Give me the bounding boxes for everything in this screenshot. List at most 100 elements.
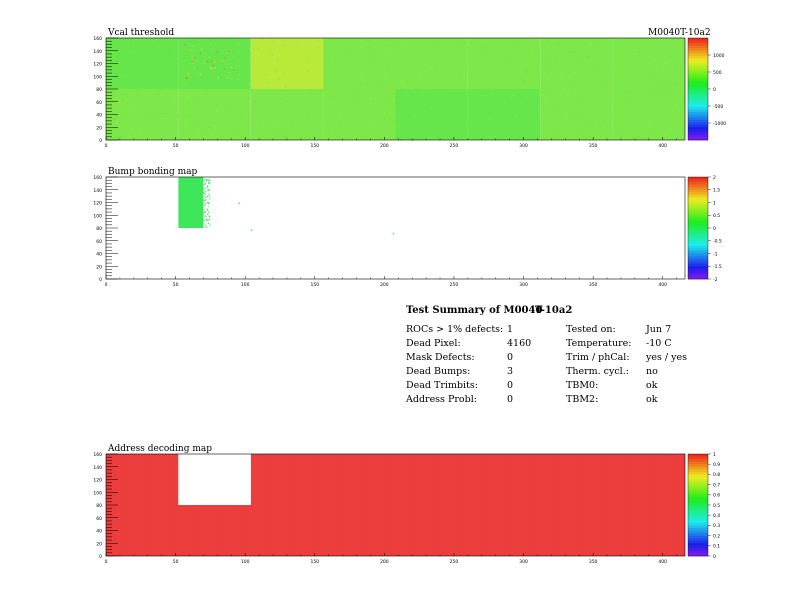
noise-dot xyxy=(580,116,582,118)
noise-dot xyxy=(401,80,403,82)
noise-dot xyxy=(597,41,600,43)
palette-label: -500 xyxy=(713,104,723,110)
summary-value-temperature: -10 C xyxy=(646,338,672,349)
palette-band xyxy=(688,215,708,219)
palette-band xyxy=(688,456,708,460)
noise-dot xyxy=(532,65,535,67)
summary-value-dead-bumps: 3 xyxy=(507,366,514,377)
noise-dot xyxy=(193,43,195,45)
bump-edge-dot xyxy=(206,196,208,198)
palette-label: 500 xyxy=(713,70,722,76)
noise-dot xyxy=(209,84,211,86)
noise-dot xyxy=(228,57,230,60)
noise-dot xyxy=(189,53,191,55)
missing-roc-overlay xyxy=(178,454,251,505)
palette-band xyxy=(688,114,708,118)
noise-dot xyxy=(198,99,200,101)
hot-pixel xyxy=(186,76,188,78)
y-tick-label: 40 xyxy=(96,529,102,535)
noise-dot xyxy=(123,103,126,105)
noise-dot xyxy=(396,102,398,104)
noise-dot xyxy=(216,69,218,72)
bump-edge-dot xyxy=(207,213,209,215)
noise-dot xyxy=(403,130,405,132)
noise-dot xyxy=(431,68,433,70)
noise-dot xyxy=(273,125,275,127)
noise-dot xyxy=(189,116,191,118)
noise-dot xyxy=(527,48,529,50)
noise-dot xyxy=(372,90,374,92)
noise-dot xyxy=(414,91,416,94)
palette-band xyxy=(688,517,708,521)
palette-band xyxy=(688,469,708,473)
noise-dot xyxy=(501,103,503,105)
noise-dot xyxy=(197,72,199,74)
noise-dot xyxy=(116,56,118,58)
noise-dot xyxy=(534,86,536,88)
noise-dot xyxy=(531,87,533,89)
noise-dot xyxy=(176,116,178,119)
noise-dot xyxy=(238,39,240,42)
x-tick-label: 150 xyxy=(310,282,319,288)
noise-dot xyxy=(273,39,275,41)
noise-dot xyxy=(335,123,337,125)
noise-dot xyxy=(180,73,182,75)
noise-dot xyxy=(586,80,588,82)
noise-dot xyxy=(408,137,411,139)
noise-dot xyxy=(171,71,173,73)
noise-dot xyxy=(197,135,199,138)
noise-dot xyxy=(150,113,152,115)
palette-band xyxy=(688,228,708,231)
noise-dot xyxy=(383,75,385,77)
noise-dot xyxy=(470,43,472,45)
noise-dot xyxy=(375,63,377,65)
noise-dot xyxy=(572,51,574,53)
hot-pixel xyxy=(186,77,188,79)
palette-band xyxy=(688,454,708,457)
palette-band xyxy=(688,494,708,498)
palette-band xyxy=(688,276,708,280)
noise-dot xyxy=(347,50,349,52)
bump-edge-dot xyxy=(205,216,207,218)
summary-value-tbm0: ok xyxy=(646,380,658,391)
noise-dot xyxy=(134,133,137,135)
palette-band xyxy=(688,261,708,264)
palette-band xyxy=(688,530,708,534)
noise-dot xyxy=(504,132,507,134)
noise-dot xyxy=(243,113,245,115)
noise-dot xyxy=(361,47,363,49)
noise-dot xyxy=(572,68,575,70)
noise-dot xyxy=(187,68,189,70)
palette-label: 2 xyxy=(713,175,716,181)
noise-dot xyxy=(135,67,137,69)
summary-title-module: T-10a2 xyxy=(535,305,573,316)
noise-dot xyxy=(170,73,173,75)
noise-dot xyxy=(422,92,424,94)
noise-dot xyxy=(318,122,320,124)
summary-value-therm-cycl: no xyxy=(646,366,658,377)
hot-pixel xyxy=(214,67,216,69)
noise-dot xyxy=(423,108,425,110)
noise-dot xyxy=(475,99,477,102)
noise-dot xyxy=(253,100,256,102)
noise-dot xyxy=(253,48,255,50)
palette-band xyxy=(688,134,708,138)
noise-dot xyxy=(561,131,564,133)
noise-dot xyxy=(632,92,635,94)
noise-dot xyxy=(647,124,649,126)
noise-dot xyxy=(282,41,284,43)
noise-dot xyxy=(248,50,250,52)
noise-dot xyxy=(368,47,370,49)
noise-dot xyxy=(631,92,634,94)
noise-dot xyxy=(666,129,668,131)
noise-dot xyxy=(397,125,400,128)
noise-dot xyxy=(588,56,591,58)
noise-dot xyxy=(123,81,125,84)
noise-dot xyxy=(356,66,358,68)
noise-dot xyxy=(627,94,630,96)
x-tick-label: 350 xyxy=(589,143,598,149)
noise-dot xyxy=(612,60,614,62)
noise-dot xyxy=(383,46,385,48)
noise-dot xyxy=(434,137,437,139)
noise-dot xyxy=(116,64,118,66)
